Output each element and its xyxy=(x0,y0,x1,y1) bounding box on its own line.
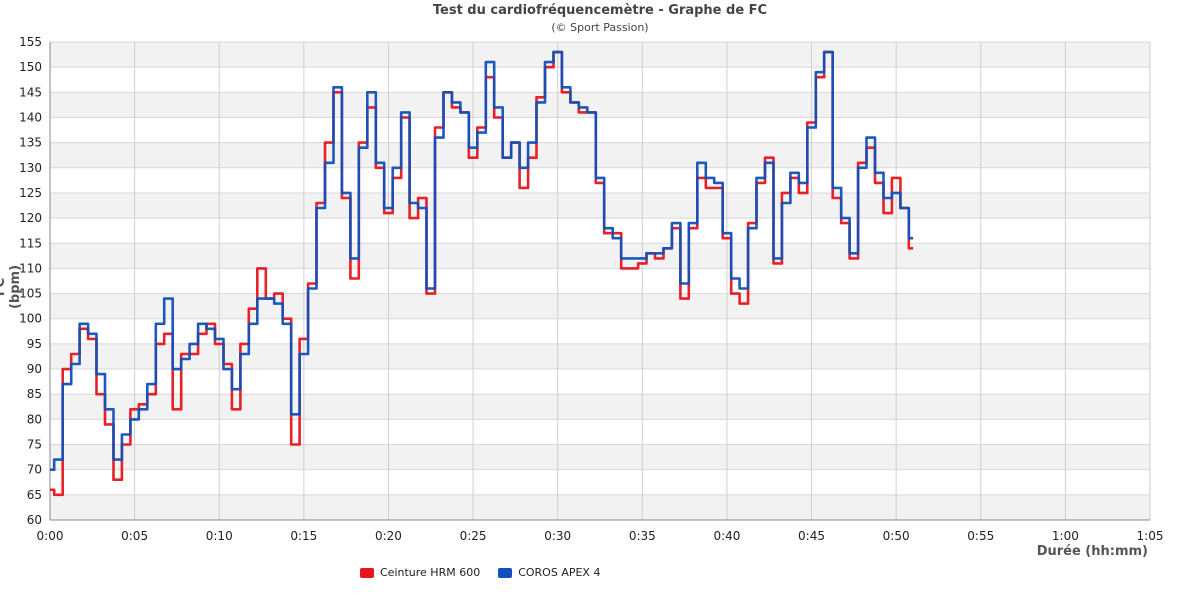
x-tick-label: 0:10 xyxy=(206,529,233,543)
y-tick-label: 90 xyxy=(27,362,42,376)
y-tick-label: 75 xyxy=(27,438,42,452)
chart-title: Test du cardiofréquencemètre - Graphe de… xyxy=(432,3,768,18)
y-tick-label: 80 xyxy=(27,412,42,426)
x-tick-label: 0:05 xyxy=(121,529,148,543)
x-tick-label: 0:00 xyxy=(37,529,64,543)
x-tick-label: 0:20 xyxy=(375,529,402,543)
legend-swatch-series-2 xyxy=(498,567,513,578)
grid-band xyxy=(50,394,1150,420)
y-tick-label: 120 xyxy=(19,211,42,225)
grid-band xyxy=(50,343,1150,370)
x-tick-label: 1:00 xyxy=(1052,529,1079,543)
legend-item-series-2[interactable]: COROS APEX 4 xyxy=(498,566,600,579)
y-tick-label: 70 xyxy=(27,463,42,477)
y-tick-label: 95 xyxy=(27,337,42,351)
y-axis-label: FC (bpm) xyxy=(0,264,23,310)
x-tick-label: 0:45 xyxy=(798,529,825,543)
y-tick-label: 145 xyxy=(19,85,42,99)
x-tick-label: 0:30 xyxy=(544,529,571,543)
legend: Ceinture HRM 600 COROS APEX 4 xyxy=(360,566,600,579)
x-tick-label: 0:40 xyxy=(713,529,740,543)
x-tick-label: 0:50 xyxy=(883,529,910,543)
series-line-2 xyxy=(50,50,914,471)
x-tick-label: 0:15 xyxy=(290,529,317,543)
legend-swatch-series-1 xyxy=(360,567,374,578)
x-tick-label: 1:05 xyxy=(1137,529,1164,543)
y-tick-label: 135 xyxy=(19,136,42,150)
x-tick-label: 0:35 xyxy=(629,529,656,543)
y-tick-label: 65 xyxy=(27,488,42,502)
legend-label-series-1: Ceinture HRM 600 xyxy=(380,566,481,579)
grid-band xyxy=(50,192,1150,219)
grid-band xyxy=(50,243,1150,269)
grid-band xyxy=(50,494,1150,520)
legend-item-series-1[interactable]: Ceinture HRM 600 xyxy=(360,566,480,579)
y-tick-labels: 60 65 70 75 80 85 90 95 100 105 110 115 120 125 130 135… xyxy=(19,35,42,527)
y-tick-label: 140 xyxy=(19,110,42,124)
y-tick-label: 60 xyxy=(27,513,42,527)
y-tick-label: 150 xyxy=(19,60,42,74)
x-tick-label: 0:25 xyxy=(460,529,487,543)
grid-band xyxy=(50,444,1150,470)
chart-subtitle: (© Sport Passion) xyxy=(551,21,649,34)
y-tick-label: 115 xyxy=(19,236,42,250)
y-tick-label: 85 xyxy=(27,387,42,401)
plot-frame xyxy=(49,42,1150,521)
x-tick-label: 0:55 xyxy=(967,529,994,543)
y-tick-label: 105 xyxy=(19,287,42,301)
grid-band xyxy=(50,42,1150,68)
series-layer xyxy=(50,50,914,497)
y-tick-label: 110 xyxy=(19,261,42,275)
grid-band xyxy=(50,293,1150,319)
y-tick-label: 130 xyxy=(19,161,42,175)
x-axis-label: Durée (hh:mm) xyxy=(1036,544,1148,559)
y-tick-label: 155 xyxy=(19,35,42,49)
series-line-1 xyxy=(50,50,914,497)
grid-bands xyxy=(50,41,1150,521)
grid-band xyxy=(50,142,1150,168)
y-tick-label: 100 xyxy=(19,312,42,326)
y-tick-label: 125 xyxy=(19,186,42,200)
x-tick-labels: 0:00 0:05 0:10 0:15 0:20 0:25 0:30 0:35 0:40 0:45… xyxy=(37,529,1164,543)
grid-band xyxy=(50,92,1150,118)
legend-label-series-2: COROS APEX 4 xyxy=(518,566,601,579)
